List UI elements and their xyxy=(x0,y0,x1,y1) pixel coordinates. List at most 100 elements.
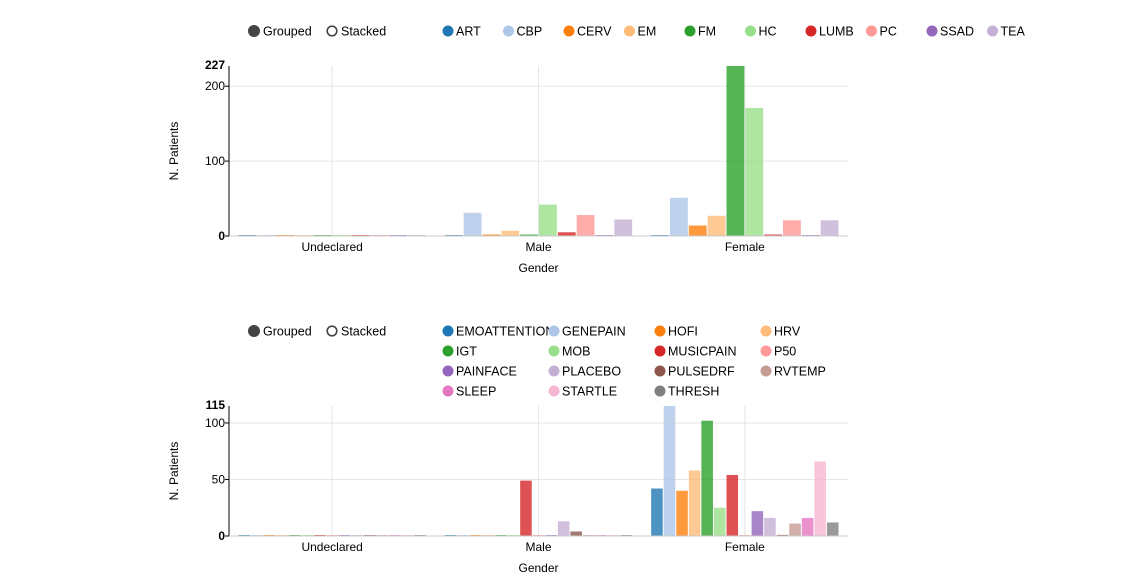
grouped-radio[interactable]: Grouped xyxy=(248,25,312,39)
bar-em-female[interactable] xyxy=(707,215,726,236)
legend-item-art[interactable]: ART xyxy=(442,25,482,39)
legend-label: HOFI xyxy=(668,325,698,339)
legend-item-tea[interactable]: TEA xyxy=(987,25,1025,39)
legend-item-em[interactable]: EM xyxy=(624,25,656,39)
legend-item-hofi[interactable]: HOFI xyxy=(654,325,698,339)
legend-item-fm[interactable]: FM xyxy=(684,25,717,39)
legend-item-rvtemp[interactable]: RVTEMP xyxy=(760,365,826,379)
legend-label: GENEPAIN xyxy=(562,325,626,339)
bar-pulsedrf-male[interactable] xyxy=(570,531,582,536)
bar-startle-female[interactable] xyxy=(814,461,826,536)
legend-label: ART xyxy=(456,25,481,39)
legend-item-musicpain[interactable]: MUSICPAIN xyxy=(654,345,737,359)
bar-sleep-female[interactable] xyxy=(801,517,814,536)
grouped-radio[interactable]: Grouped xyxy=(248,325,312,339)
legend-swatch xyxy=(654,365,666,377)
bar-tea-male[interactable] xyxy=(614,219,633,236)
bar-pc-female[interactable] xyxy=(783,220,801,236)
y-tick-label: 200 xyxy=(205,79,225,93)
legend-swatch xyxy=(563,25,575,37)
legend-item-pc[interactable]: PC xyxy=(866,25,897,39)
bar-lumb-female[interactable] xyxy=(764,234,782,236)
legend-swatch xyxy=(548,365,560,377)
bar-mob-female[interactable] xyxy=(713,507,726,536)
bar-cerv-male[interactable] xyxy=(482,234,501,236)
bar-cbp-male[interactable] xyxy=(463,212,482,236)
legend-item-painface[interactable]: PAINFACE xyxy=(442,365,517,379)
bar-lumb-male[interactable] xyxy=(557,232,576,236)
legend-item-hc[interactable]: HC xyxy=(745,25,777,39)
legend-swatch xyxy=(624,25,635,37)
x-tick-label: Undeclared xyxy=(301,540,362,554)
bar-hc-male[interactable] xyxy=(539,204,557,236)
legend-item-igt[interactable]: IGT xyxy=(442,345,478,359)
legend-item-thresh[interactable]: THRESH xyxy=(654,385,720,399)
legend-label: P50 xyxy=(774,345,796,359)
legend-item-startle[interactable]: STARTLE xyxy=(548,385,618,399)
stacked-radio[interactable]: Stacked xyxy=(326,325,386,339)
legend-item-lumb[interactable]: LUMB xyxy=(805,25,854,39)
grouped-radio-dot xyxy=(248,325,260,337)
legend-swatch xyxy=(987,25,998,37)
legend-item-hrv[interactable]: HRV xyxy=(760,325,801,339)
bar-igt-female[interactable] xyxy=(701,420,713,536)
legend-label: THRESH xyxy=(668,385,719,399)
grouped-label: Grouped xyxy=(263,25,312,39)
legend-swatch xyxy=(548,325,560,337)
bar-placebo-male[interactable] xyxy=(557,521,570,536)
legend-item-p50[interactable]: P50 xyxy=(760,345,797,359)
legend-item-cbp[interactable]: CBP xyxy=(503,25,542,39)
legend-item-placebo[interactable]: PLACEBO xyxy=(548,365,622,379)
x-tick-label: Female xyxy=(725,240,765,254)
stacked-label: Stacked xyxy=(341,325,386,339)
bar-genepain-female[interactable] xyxy=(663,406,676,536)
x-tick-label: Male xyxy=(525,540,551,554)
bar-thresh-female[interactable] xyxy=(826,522,839,536)
legend-swatch xyxy=(442,365,454,377)
legend-item-emoattention[interactable]: EMOATTENTION xyxy=(442,325,555,339)
grouped-radio-dot xyxy=(248,25,260,37)
bar-emoattention-female[interactable] xyxy=(651,488,663,536)
bar-tea-female[interactable] xyxy=(820,220,839,236)
bar-rvtemp-female[interactable] xyxy=(789,523,801,536)
bar-musicpain-female[interactable] xyxy=(726,474,739,536)
chart-2: Grouped Stacked EMOATTENTION GENEPAIN HOFI HR… xyxy=(167,325,848,575)
bar-em-male[interactable] xyxy=(501,230,520,236)
legend-label: EM xyxy=(638,25,657,39)
legend-item-cerv[interactable]: CERV xyxy=(563,25,613,39)
bar-hrv-female[interactable] xyxy=(688,470,701,536)
legend-swatch xyxy=(926,25,938,37)
bar-cerv-female[interactable] xyxy=(688,225,707,236)
legend-label: CERV xyxy=(577,25,612,39)
bar-painface-female[interactable] xyxy=(751,511,764,536)
legend-item-genepain[interactable]: GENEPAIN xyxy=(548,325,626,339)
bar-hofi-female[interactable] xyxy=(676,490,688,536)
bar-pulsedrf-female[interactable] xyxy=(776,534,789,536)
bar-pc-male[interactable] xyxy=(576,215,595,236)
bar-musicpain-male[interactable] xyxy=(520,480,532,536)
legend-label: PLACEBO xyxy=(562,365,621,379)
legend-label: PULSEDRF xyxy=(668,365,735,379)
legend-swatch xyxy=(760,365,772,377)
legend-swatch xyxy=(745,25,756,37)
bar-fm-male[interactable] xyxy=(520,234,538,236)
bar-placebo-female[interactable] xyxy=(764,517,776,536)
legend-item-pulsedrf[interactable]: PULSEDRF xyxy=(654,365,736,379)
y-axis-title: N. Patients xyxy=(167,442,181,501)
stacked-label: Stacked xyxy=(341,25,386,39)
legend-label: MUSICPAIN xyxy=(668,345,737,359)
stacked-radio[interactable]: Stacked xyxy=(326,25,386,39)
legend-swatch xyxy=(760,345,772,357)
bar-hc-female[interactable] xyxy=(745,107,764,236)
legend-item-sleep[interactable]: SLEEP xyxy=(442,385,497,399)
legend-swatch xyxy=(503,25,514,37)
stacked-radio-circle xyxy=(326,25,338,37)
legend-swatch xyxy=(760,325,772,337)
y-axis-title: N. Patients xyxy=(167,122,181,181)
legend-item-ssad[interactable]: SSAD xyxy=(926,25,975,39)
legend-item-mob[interactable]: MOB xyxy=(548,345,591,359)
bar-cbp-female[interactable] xyxy=(670,197,688,236)
bar-fm-female[interactable] xyxy=(726,66,745,236)
legend-label: FM xyxy=(698,25,716,39)
